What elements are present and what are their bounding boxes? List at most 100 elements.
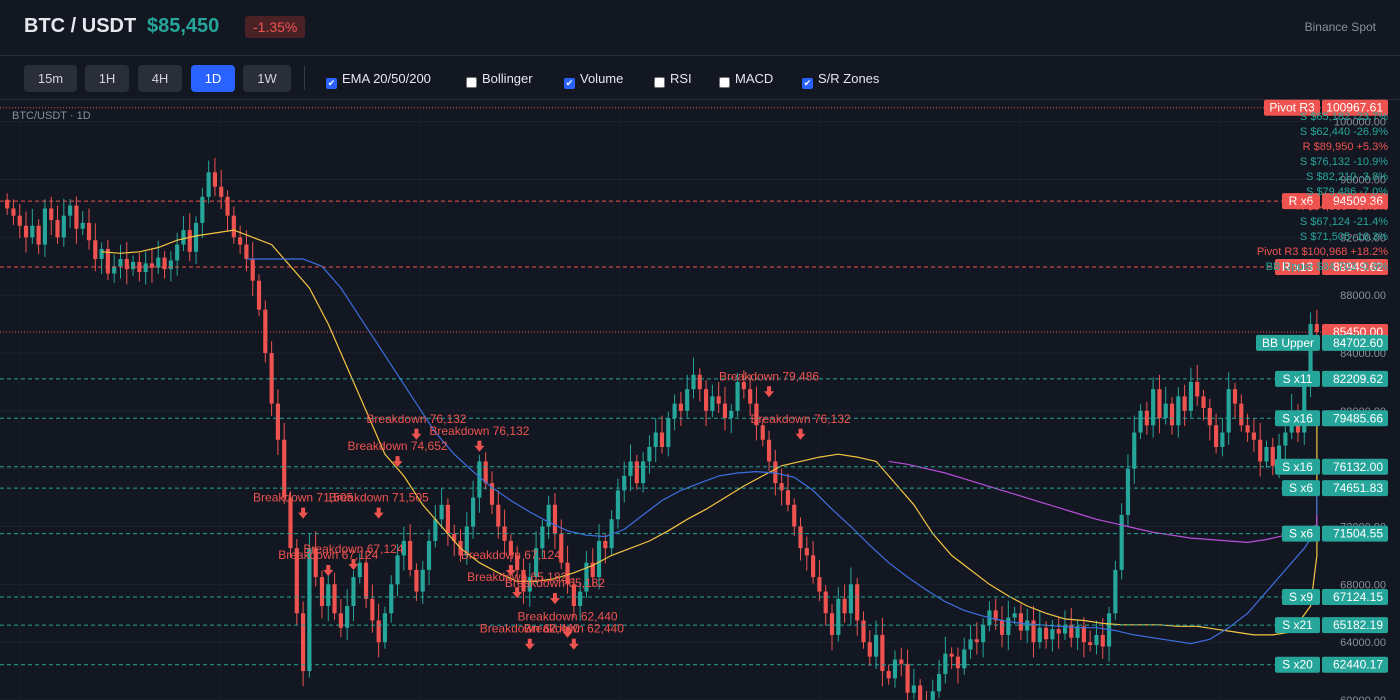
checkbox-checked-icon[interactable]: ✔ (564, 78, 575, 89)
candle-body[interactable] (842, 598, 847, 614)
candle-body[interactable] (1157, 389, 1162, 419)
candle-body[interactable] (508, 540, 513, 556)
timeframe-1d-button[interactable]: 1D (191, 65, 235, 92)
candle-body[interactable] (250, 259, 255, 281)
candle-body[interactable] (829, 613, 835, 635)
checkbox-unchecked-icon[interactable]: ✔ (654, 77, 665, 88)
candle-body[interactable] (672, 403, 677, 419)
candle-body[interactable] (1226, 389, 1231, 433)
candle-body[interactable] (212, 172, 218, 187)
candle-body[interactable] (1138, 410, 1143, 433)
candle-body[interactable] (1302, 381, 1307, 433)
candle-body[interactable] (1006, 617, 1011, 635)
candle-body[interactable] (181, 230, 186, 245)
candle-body[interactable] (1151, 389, 1156, 426)
candle-body[interactable] (99, 248, 104, 260)
candle-body[interactable] (590, 562, 595, 578)
candle-body[interactable] (275, 403, 280, 440)
candle-body[interactable] (1258, 439, 1263, 462)
candle-body[interactable] (968, 639, 973, 650)
candle-body[interactable] (307, 548, 312, 672)
candle-body[interactable] (540, 526, 545, 549)
candle-body[interactable] (1062, 624, 1068, 634)
candle-body[interactable] (615, 490, 621, 520)
candle-body[interactable] (200, 196, 205, 223)
candle-body[interactable] (49, 208, 54, 220)
candle-body[interactable] (1025, 620, 1030, 631)
candle-body[interactable] (861, 620, 866, 643)
candle-body[interactable] (880, 634, 885, 672)
candle-body[interactable] (357, 562, 362, 578)
candle-body[interactable] (1037, 627, 1042, 643)
candle-body[interactable] (376, 620, 381, 643)
candle-body[interactable] (836, 598, 841, 635)
timeframe-1w-button[interactable]: 1W (243, 65, 291, 92)
candle-body[interactable] (433, 519, 438, 541)
candle-body[interactable] (1314, 324, 1319, 333)
candle-body[interactable] (1251, 432, 1256, 440)
candle-body[interactable] (162, 257, 167, 270)
candle-body[interactable] (817, 577, 822, 592)
candle-body[interactable] (823, 591, 828, 614)
candle-body[interactable] (943, 653, 948, 674)
candle-body[interactable] (1056, 629, 1061, 634)
candle-body[interactable] (36, 225, 41, 245)
candle-body[interactable] (332, 584, 337, 614)
timeframe-15m-button[interactable]: 15m (24, 65, 77, 92)
candle-body[interactable] (68, 205, 73, 216)
candle-body[interactable] (515, 555, 520, 570)
candle-body[interactable] (1276, 445, 1282, 466)
candle-body[interactable] (382, 613, 388, 643)
candle-body[interactable] (565, 562, 570, 585)
candle-body[interactable] (131, 261, 136, 270)
candle-body[interactable] (886, 671, 891, 679)
candle-body[interactable] (124, 259, 129, 270)
candle-body[interactable] (1308, 324, 1313, 382)
candle-body[interactable] (596, 540, 602, 578)
candle-body[interactable] (993, 610, 998, 621)
candle-body[interactable] (238, 237, 243, 245)
candle-body[interactable] (420, 569, 425, 592)
candle-body[interactable] (143, 263, 148, 273)
candle-body[interactable] (263, 309, 268, 354)
candle-body[interactable] (1214, 425, 1219, 447)
candle-body[interactable] (1182, 396, 1187, 411)
candle-body[interactable] (552, 504, 558, 534)
candle-body[interactable] (187, 230, 192, 252)
candle-body[interactable] (137, 261, 142, 273)
candle-body[interactable] (483, 461, 488, 484)
candle-body[interactable] (496, 504, 501, 527)
candle-body[interactable] (42, 208, 48, 245)
checkbox-unchecked-icon[interactable]: ✔ (719, 77, 730, 88)
candle-body[interactable] (855, 584, 860, 621)
candle-body[interactable] (74, 205, 79, 229)
candle-body[interactable] (1239, 403, 1244, 426)
candle-body[interactable] (911, 685, 916, 693)
candle-body[interactable] (559, 533, 564, 563)
candle-body[interactable] (5, 199, 10, 209)
candle-body[interactable] (691, 374, 696, 390)
candle-body[interactable] (1113, 569, 1118, 614)
candle-body[interactable] (1125, 468, 1131, 515)
checkbox-checked-icon[interactable]: ✔ (326, 78, 337, 89)
candle-body[interactable] (168, 260, 173, 270)
candle-body[interactable] (1201, 396, 1206, 408)
candle-body[interactable] (452, 533, 457, 541)
volume-toggle[interactable]: ✔ Volume (564, 71, 623, 89)
candle-body[interactable] (80, 222, 85, 229)
candle-body[interactable] (55, 220, 60, 238)
candle-body[interactable] (811, 555, 816, 578)
candle-body[interactable] (1176, 396, 1181, 426)
candle-body[interactable] (193, 222, 199, 252)
candle-body[interactable] (231, 215, 236, 238)
timeframe-1h-button[interactable]: 1H (85, 65, 129, 92)
candle-body[interactable] (735, 381, 740, 411)
candle-body[interactable] (326, 584, 331, 607)
candle-body[interactable] (1169, 403, 1175, 426)
candle-body[interactable] (445, 504, 450, 534)
bollinger-toggle[interactable]: ✔ Bollinger (466, 71, 533, 88)
candle-body[interactable] (61, 215, 66, 238)
candle-body[interactable] (301, 613, 306, 672)
candle-body[interactable] (899, 659, 904, 664)
candle-body[interactable] (345, 606, 350, 628)
